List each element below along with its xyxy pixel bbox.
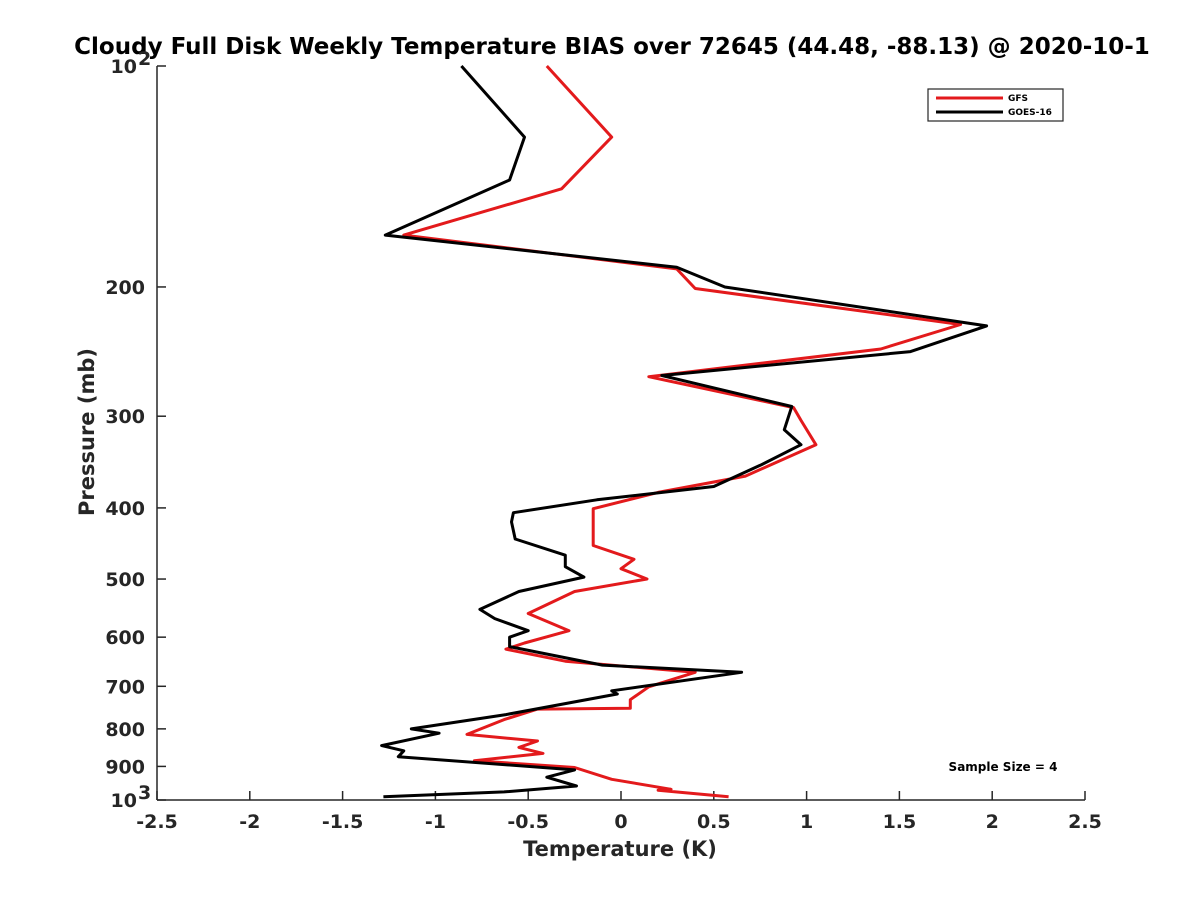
x-tick-label: -2	[239, 811, 260, 833]
y-tick-label: 10	[111, 790, 137, 812]
chart-title: Cloudy Full Disk Weekly Temperature BIAS…	[74, 34, 1150, 60]
series-line-goes-16	[380, 65, 989, 799]
y-tick-label: 800	[105, 719, 145, 741]
series-lines	[380, 64, 989, 799]
x-tick-label: 0	[614, 811, 627, 833]
x-axis-ticks: -2.5 -2 -1.5 -1 -0.5 0 0.5 1 1.5 2 2.5	[136, 791, 1102, 833]
x-tick-label: -1	[425, 811, 446, 833]
x-tick-label: 0.5	[697, 811, 731, 833]
y-tick-label: 500	[105, 569, 145, 591]
series-line-gfs	[402, 64, 963, 799]
sample-size-annotation: Sample Size = 4	[949, 760, 1058, 774]
x-tick-label: -1.5	[322, 811, 364, 833]
y-tick-label: 600	[105, 627, 145, 649]
y-tick-label-exponent: 2	[138, 48, 151, 70]
y-tick-label: 10	[111, 56, 137, 78]
x-axis-label: Temperature (K)	[523, 837, 717, 861]
y-tick-label-exponent: 3	[138, 782, 151, 804]
y-tick-label: 900	[105, 756, 145, 778]
legend: GFS GOES-16	[927, 88, 1064, 122]
x-tick-label: 1.5	[883, 811, 917, 833]
y-tick-label: 400	[105, 498, 145, 520]
y-tick-label: 200	[105, 277, 145, 299]
legend-label: GFS	[1008, 94, 1028, 104]
x-tick-label: 2	[986, 811, 999, 833]
legend-box	[927, 88, 1064, 122]
x-tick-label: 1	[800, 811, 813, 833]
y-tick-label: 300	[105, 406, 145, 428]
legend-label: GOES-16	[1008, 108, 1052, 118]
x-tick-label: -0.5	[507, 811, 549, 833]
y-axis-label: Pressure (mb)	[75, 348, 99, 516]
x-tick-label: -2.5	[136, 811, 178, 833]
y-tick-label: 700	[105, 676, 145, 698]
x-tick-label: 2.5	[1068, 811, 1102, 833]
